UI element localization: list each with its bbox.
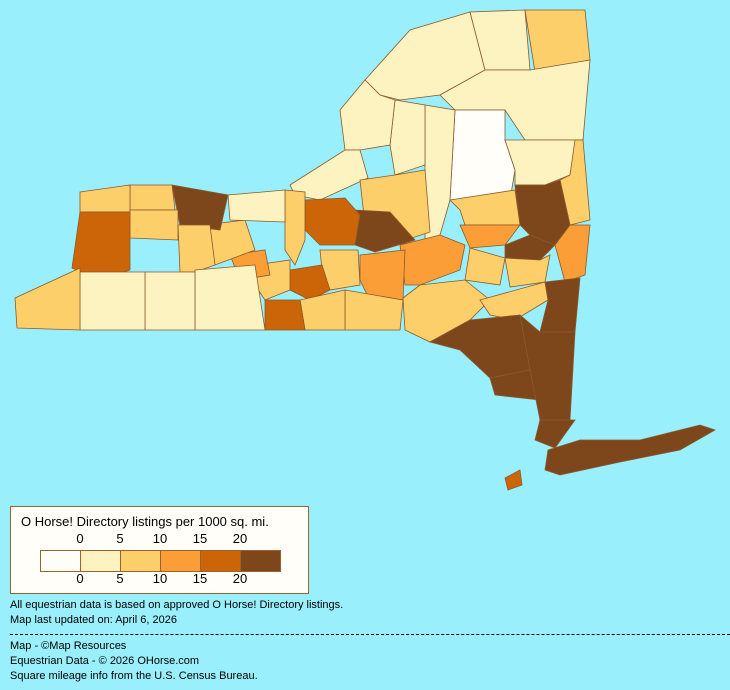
legend-color-scale [40, 550, 281, 572]
data-credit: Equestrian Data - © 2026 OHorse.com [10, 655, 200, 667]
legend-swatch [81, 551, 121, 571]
legend-bottom-label: 20 [232, 571, 248, 586]
county-region[interactable] [304, 197, 361, 246]
county-region[interactable] [264, 299, 306, 331]
county-region[interactable] [129, 184, 176, 211]
county-region[interactable] [177, 224, 216, 273]
county-region[interactable] [129, 209, 179, 241]
county-region[interactable] [479, 281, 549, 321]
legend-swatch [41, 551, 81, 571]
legend-swatch [241, 551, 280, 571]
county-region[interactable] [464, 247, 506, 286]
legend-top-label: 20 [232, 531, 248, 546]
county-region[interactable] [504, 234, 556, 261]
legend-bottom-label: 15 [192, 571, 208, 586]
county-region[interactable] [389, 99, 426, 176]
legend-swatch [161, 551, 201, 571]
county-region[interactable] [71, 211, 131, 281]
county-region[interactable] [544, 424, 716, 476]
data-basis-note: All equestrian data is based on approved… [10, 599, 344, 611]
divider [10, 634, 730, 635]
county-region[interactable] [79, 184, 131, 213]
county-region[interactable] [424, 104, 456, 241]
legend: O Horse! Directory listings per 1000 sq.… [10, 506, 309, 594]
county-region[interactable] [402, 279, 491, 343]
county-region[interactable] [284, 189, 306, 266]
legend-top-label: 15 [192, 531, 208, 546]
legend-top-label: 5 [116, 531, 124, 546]
map-credit: Map - ©Map Resources [10, 640, 127, 652]
legend-swatch [201, 551, 241, 571]
legend-bottom-label: 5 [116, 571, 124, 586]
census-credit: Square mileage info from the U.S. Census… [10, 670, 258, 682]
legend-bottom-label: 0 [76, 571, 84, 586]
legend-title: O Horse! Directory listings per 1000 sq.… [21, 514, 269, 529]
legend-bottom-label: 10 [152, 571, 168, 586]
legend-swatch [121, 551, 161, 571]
county-region[interactable] [339, 79, 396, 151]
county-region[interactable] [504, 254, 551, 288]
legend-top-label: 0 [76, 531, 84, 546]
county-region[interactable] [194, 264, 266, 331]
legend-top-label: 10 [152, 531, 168, 546]
county-region[interactable] [79, 271, 146, 331]
county-region[interactable] [399, 234, 466, 286]
county-region[interactable] [227, 189, 286, 223]
county-region[interactable] [539, 277, 581, 333]
county-region[interactable] [171, 184, 229, 231]
county-region[interactable] [449, 109, 516, 201]
county-region[interactable] [14, 267, 81, 331]
county-region[interactable] [144, 271, 196, 331]
county-region[interactable] [514, 179, 571, 246]
new-york-county-map [14, 9, 716, 491]
county-region[interactable] [504, 469, 523, 491]
updated-note: Map last updated on: April 6, 2026 [10, 614, 177, 626]
